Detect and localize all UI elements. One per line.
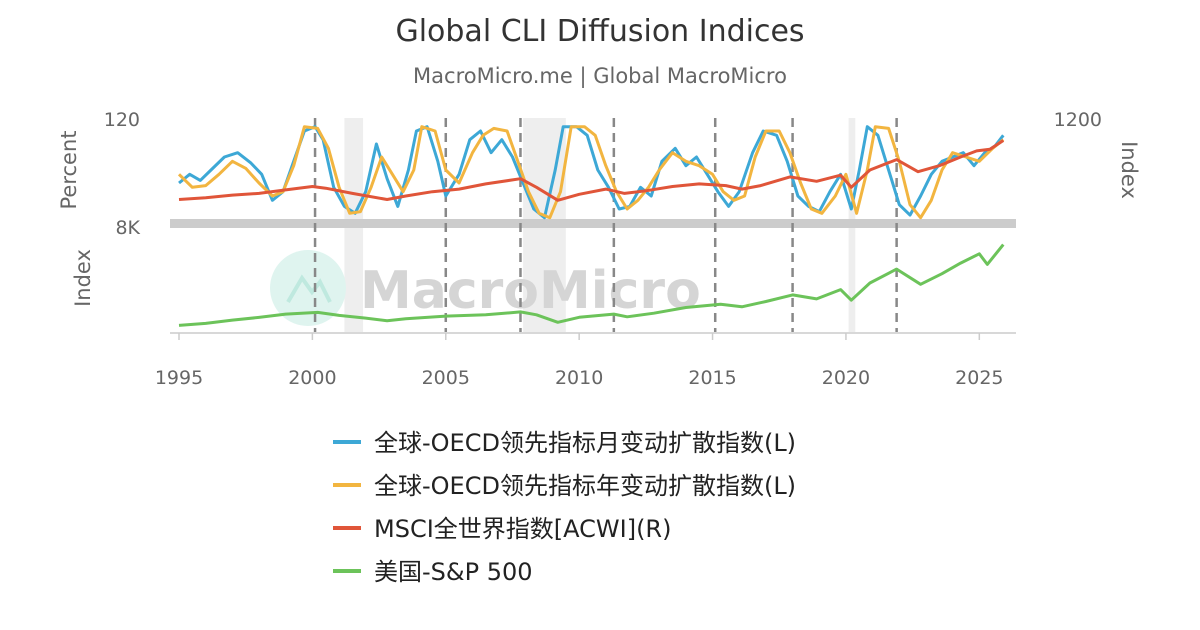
y-left-lower-tick: 8K [115,217,140,239]
legend-label-3: 美国-S&P 500 [374,558,533,586]
panel-separator [170,219,1016,228]
series-line-0 [178,125,1005,220]
y-left-lower-title: Index [71,249,95,307]
series-lines-layer [177,125,1005,327]
watermark-mountain-icon [286,274,332,304]
chart-title: Global CLI Diffusion Indices [395,14,805,49]
watermark-text: MacroMicro [360,261,701,321]
x-tick-label-2: 2005 [422,367,470,389]
watermark: MacroMicro [270,250,701,326]
dashed-marker-layer [313,118,898,332]
x-tick-labels: 1995 2000 2005 2010 2015 2020 2025 [155,333,1004,389]
series-line-2 [178,139,1005,202]
y-right-upper-title: Index [1117,141,1141,199]
x-tick-label-4: 2015 [688,367,736,389]
axes-layer [170,219,1016,334]
legend-label-2: MSCI全世界指数[ACWI](R) [374,515,671,543]
x-tick-label-6: 2025 [955,367,1003,389]
x-tick-label-1: 2000 [288,367,336,389]
x-tick-label-0: 1995 [155,367,203,389]
y-right-upper-tick: 1200 [1054,109,1102,131]
x-tick-label-3: 2010 [555,367,603,389]
legend-item-3[interactable]: 美国-S&P 500 [333,558,533,586]
tick-labels-layer: 120 1200 8K Percent Index Index [57,109,1141,307]
legend-item-1[interactable]: 全球-OECD领先指标年变动扩散指数(L) [333,472,796,500]
series-line-3 [178,243,1005,327]
y-left-upper-title: Percent [57,130,81,209]
legend-label-1: 全球-OECD领先指标年变动扩散指数(L) [374,472,796,500]
series-line-1 [177,125,1005,220]
legend-label-0: 全球-OECD领先指标月变动扩散指数(L) [374,429,796,457]
y-left-upper-tick: 120 [104,109,140,131]
x-tick-label-5: 2020 [822,367,870,389]
legend-item-2[interactable]: MSCI全世界指数[ACWI](R) [333,515,671,543]
legend: 全球-OECD领先指标月变动扩散指数(L) 全球-OECD领先指标年变动扩散指数(… [333,429,796,586]
chart-subtitle: MacroMicro.me | Global MacroMicro [413,64,787,88]
legend-item-0[interactable]: 全球-OECD领先指标月变动扩散指数(L) [333,429,796,457]
